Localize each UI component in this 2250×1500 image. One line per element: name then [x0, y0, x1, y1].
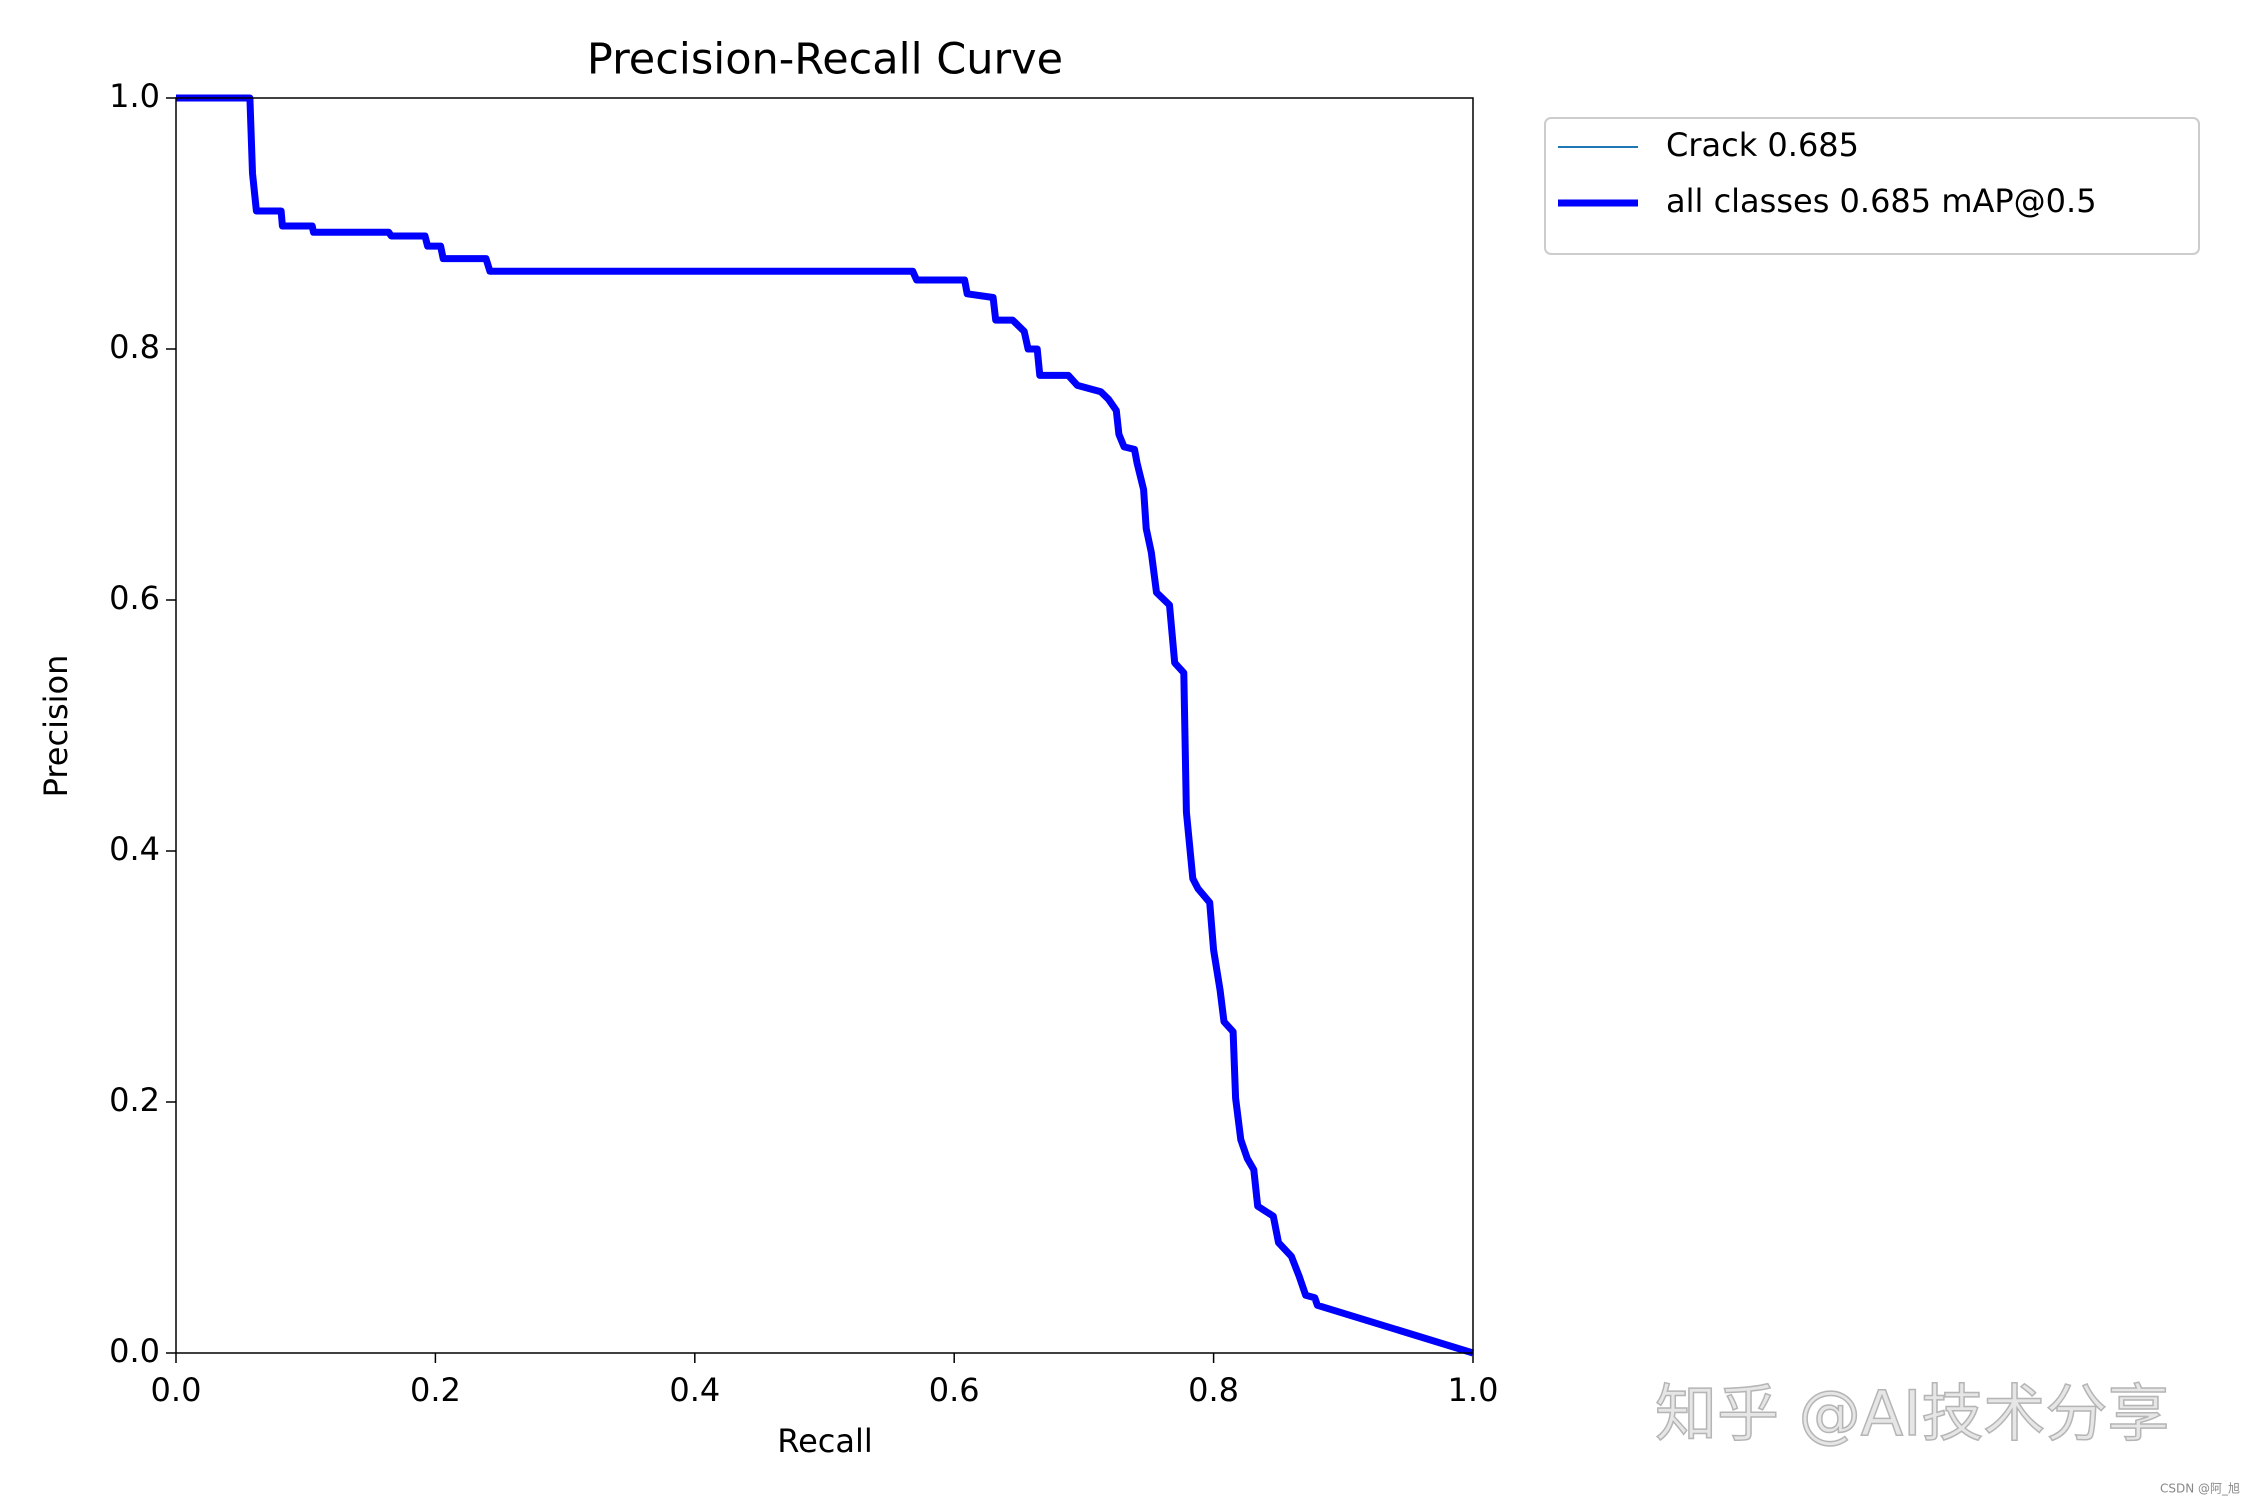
y-tick-label: 0.2 — [109, 1081, 160, 1119]
x-tick-label: 0.4 — [669, 1371, 720, 1409]
y-tick-label: 0.6 — [109, 579, 160, 617]
y-tick-label: 0.0 — [109, 1332, 160, 1370]
x-tick-label: 0.0 — [151, 1371, 202, 1409]
chart-title: Precision-Recall Curve — [587, 35, 1063, 85]
x-axis-label: Recall — [777, 1422, 872, 1460]
x-tick-label: 0.2 — [410, 1371, 461, 1409]
y-tick-label: 0.4 — [109, 830, 160, 868]
y-tick-label: 0.8 — [109, 328, 160, 366]
watermark: 知乎 @AI技术分享 — [1655, 1377, 2169, 1450]
y-tick-label: 1.0 — [109, 77, 160, 115]
legend-label: Crack 0.685 — [1666, 126, 1859, 164]
watermark-small: CSDN @阿_旭 — [2160, 1482, 2240, 1496]
x-tick-label: 0.8 — [1188, 1371, 1239, 1409]
legend-box — [1544, 117, 2200, 255]
legend-label: all classes 0.685 mAP@0.5 — [1666, 182, 2097, 220]
plot-frame — [175, 97, 1474, 1354]
x-tick-label: 0.6 — [929, 1371, 980, 1409]
series-line — [176, 94, 1475, 1357]
x-tick-label: 1.0 — [1448, 1371, 1499, 1409]
y-axis-label: Precision — [37, 655, 75, 798]
